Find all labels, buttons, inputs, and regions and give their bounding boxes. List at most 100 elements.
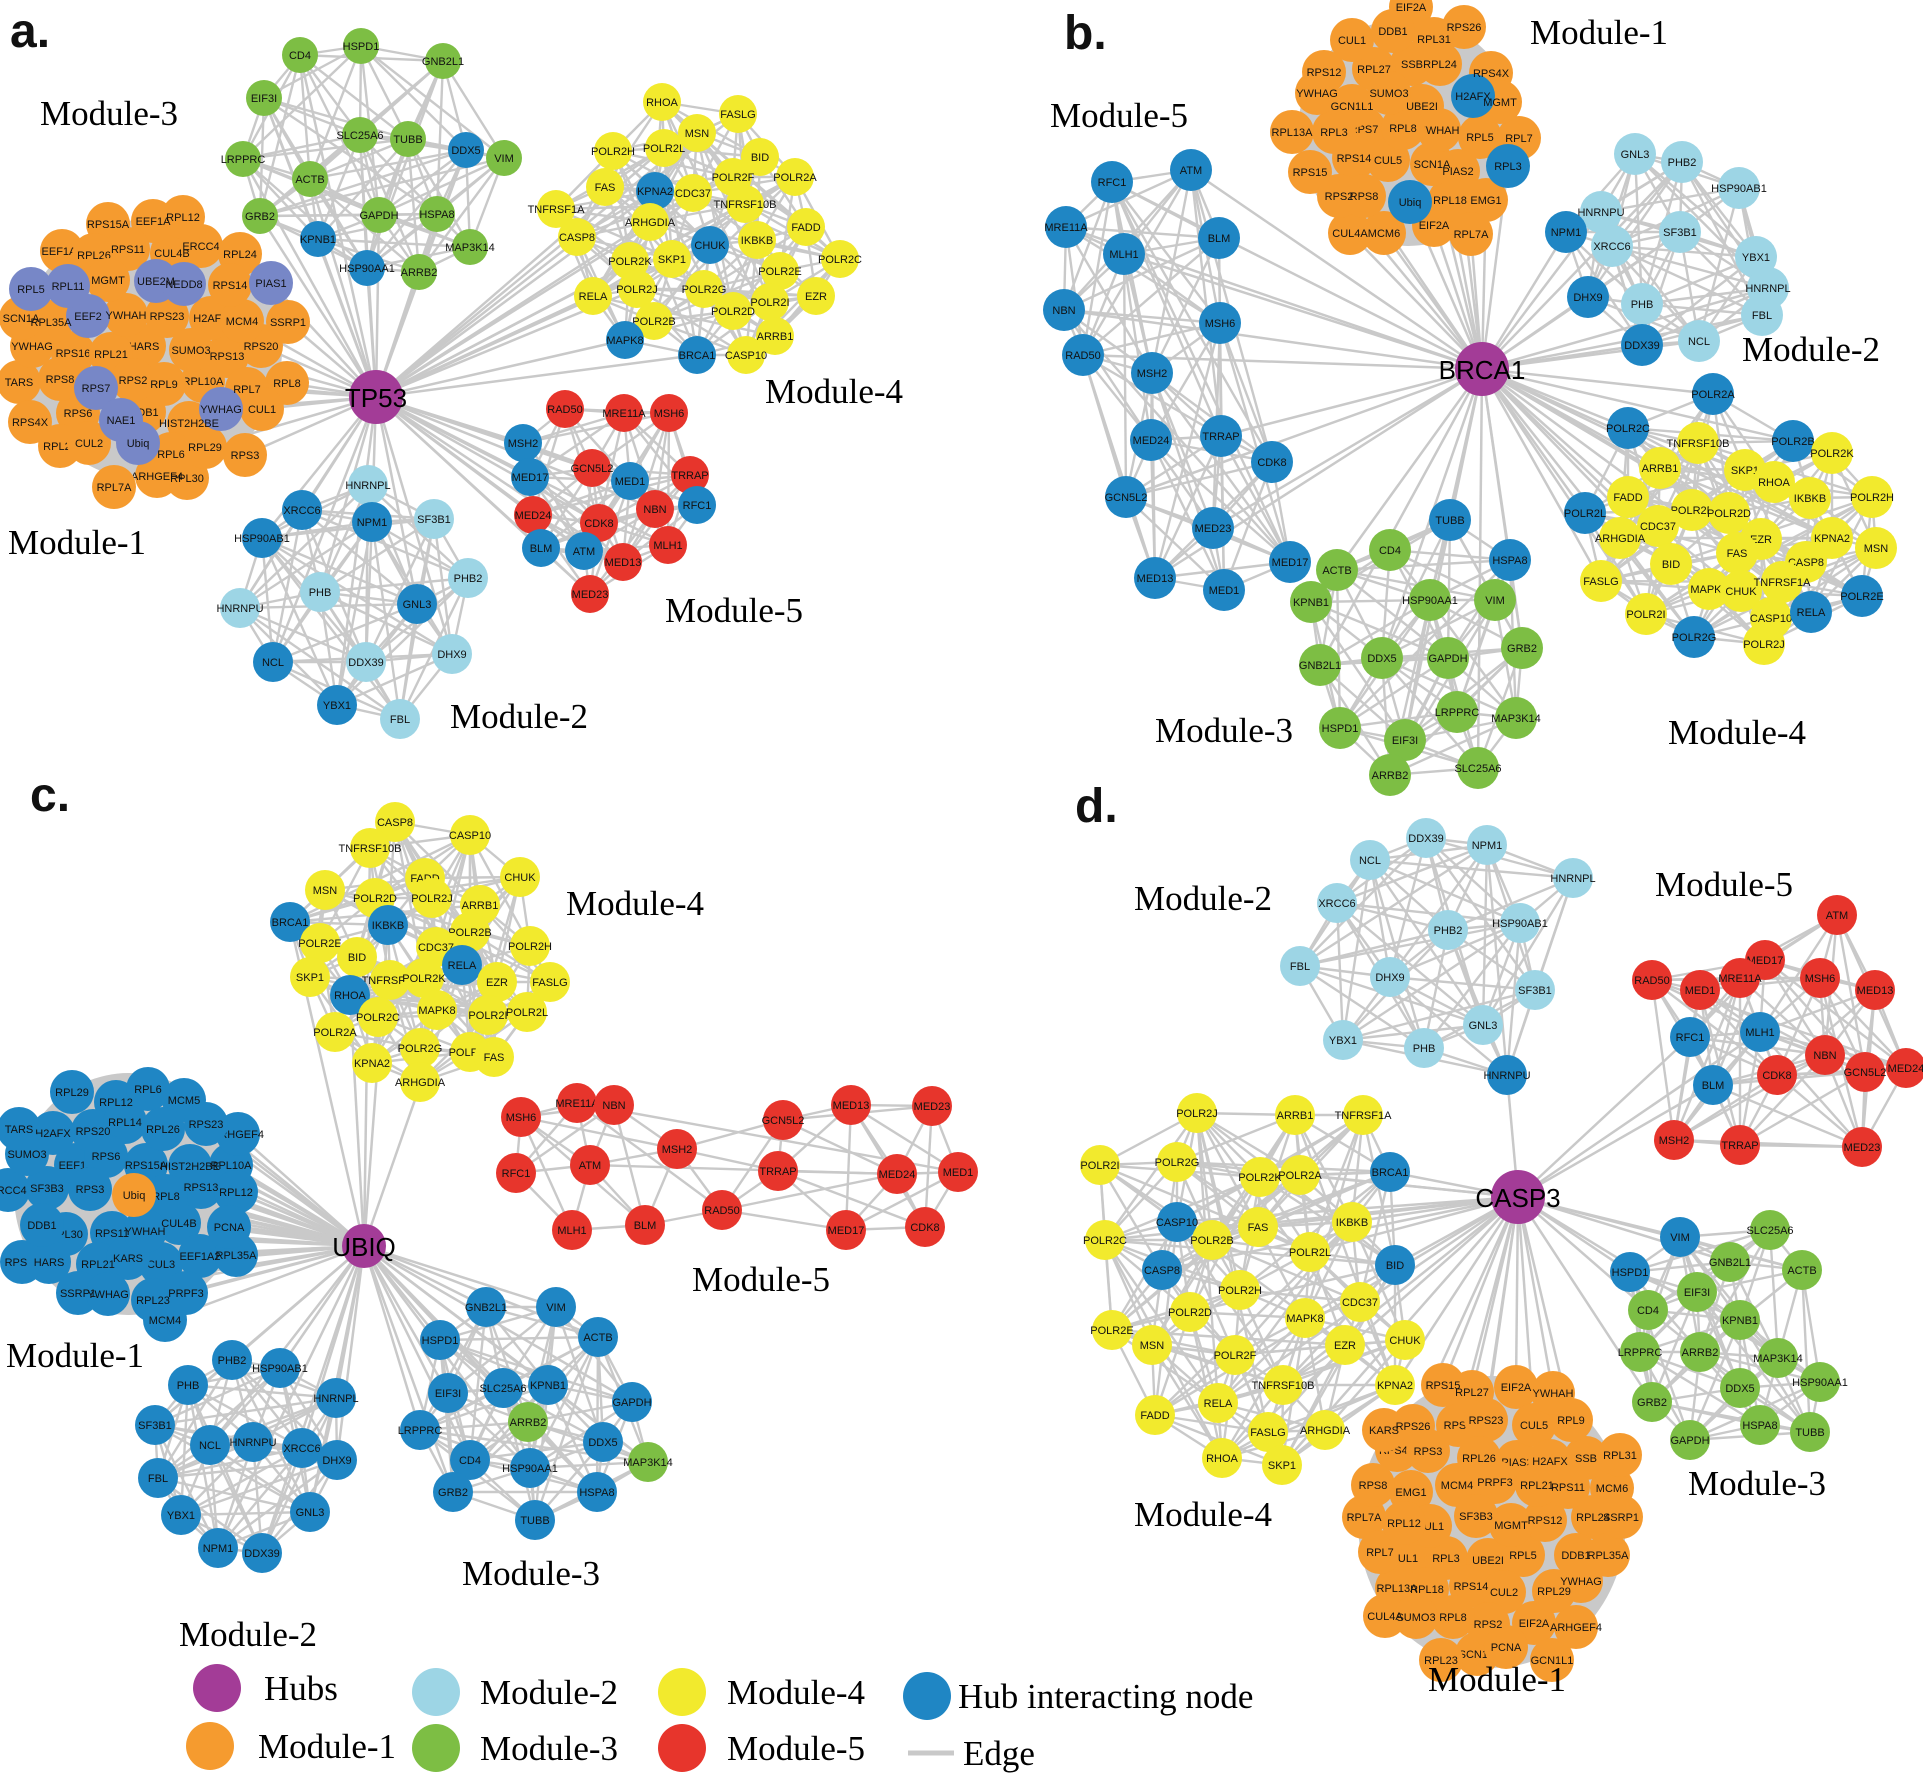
svg-text:YWHAG: YWHAG bbox=[1560, 1576, 1602, 1588]
svg-text:SLC25A6: SLC25A6 bbox=[1454, 763, 1501, 775]
svg-text:CASP8: CASP8 bbox=[559, 232, 595, 244]
svg-text:HNRNPL: HNRNPL bbox=[1745, 283, 1790, 295]
svg-text:RPL26: RPL26 bbox=[146, 1124, 180, 1136]
svg-text:CASP10: CASP10 bbox=[1750, 613, 1792, 625]
svg-text:POLR2B: POLR2B bbox=[1771, 436, 1814, 448]
svg-text:KPNA2: KPNA2 bbox=[1377, 1380, 1413, 1392]
svg-text:RPS11: RPS11 bbox=[95, 1228, 129, 1240]
svg-text:SCN1A: SCN1A bbox=[3, 313, 40, 325]
svg-text:POLR2H: POLR2H bbox=[1850, 492, 1894, 504]
svg-text:RPL3: RPL3 bbox=[1432, 1553, 1460, 1565]
svg-text:RPS6: RPS6 bbox=[64, 408, 93, 420]
svg-text:EIF3I: EIF3I bbox=[251, 93, 277, 105]
svg-text:CUL4B: CUL4B bbox=[154, 248, 189, 260]
svg-text:Hub interacting node: Hub interacting node bbox=[958, 1677, 1253, 1716]
svg-text:RPS23: RPS23 bbox=[1469, 1415, 1504, 1427]
svg-text:POLR2I: POLR2I bbox=[1626, 609, 1665, 621]
svg-text:HSPD1: HSPD1 bbox=[422, 1335, 459, 1347]
svg-text:CASP8: CASP8 bbox=[1144, 1265, 1180, 1277]
svg-text:MED23: MED23 bbox=[1195, 523, 1232, 535]
svg-text:UBE2M: UBE2M bbox=[137, 276, 175, 288]
svg-text:CDC37: CDC37 bbox=[1640, 521, 1676, 533]
svg-text:KPNB1: KPNB1 bbox=[1722, 1315, 1758, 1327]
svg-text:PHB: PHB bbox=[309, 587, 332, 599]
svg-text:RPL9: RPL9 bbox=[1557, 1415, 1585, 1427]
svg-text:TRRAP: TRRAP bbox=[1721, 1140, 1758, 1152]
svg-text:CDC37: CDC37 bbox=[418, 942, 454, 954]
svg-text:Module-3: Module-3 bbox=[1688, 1464, 1826, 1503]
svg-text:GAPDH: GAPDH bbox=[612, 1397, 651, 1409]
svg-text:PRPF3: PRPF3 bbox=[168, 1288, 203, 1300]
svg-text:RPL21: RPL21 bbox=[81, 1259, 115, 1271]
svg-text:CASP10: CASP10 bbox=[449, 830, 491, 842]
svg-text:RELA: RELA bbox=[579, 291, 608, 303]
svg-text:PIAS2: PIAS2 bbox=[1442, 166, 1473, 178]
svg-text:HSPD1: HSPD1 bbox=[343, 41, 380, 53]
svg-text:H2AFX: H2AFX bbox=[35, 1128, 71, 1140]
svg-text:Module-4: Module-4 bbox=[566, 884, 704, 923]
svg-text:CASP3: CASP3 bbox=[1475, 1183, 1560, 1213]
svg-text:KARS: KARS bbox=[113, 1253, 143, 1265]
svg-text:RPS13: RPS13 bbox=[210, 351, 245, 363]
svg-text:RFC1: RFC1 bbox=[502, 1168, 531, 1180]
svg-text:HSP90AB1: HSP90AB1 bbox=[1492, 918, 1548, 930]
svg-text:DDX5: DDX5 bbox=[1725, 1383, 1754, 1395]
svg-text:XRCC6: XRCC6 bbox=[283, 505, 320, 517]
svg-text:RPL29: RPL29 bbox=[1537, 1586, 1571, 1598]
svg-text:RPL6: RPL6 bbox=[134, 1084, 162, 1096]
svg-text:GNL3: GNL3 bbox=[1469, 1020, 1498, 1032]
svg-text:RPS13: RPS13 bbox=[184, 1182, 219, 1194]
svg-text:XRCC6: XRCC6 bbox=[283, 1443, 320, 1455]
svg-text:RPS8: RPS8 bbox=[46, 374, 75, 386]
svg-text:HSP90AA1: HSP90AA1 bbox=[1402, 595, 1458, 607]
svg-text:MED1: MED1 bbox=[1685, 985, 1716, 997]
svg-text:FAS: FAS bbox=[484, 1052, 505, 1064]
svg-text:ARHGEF4: ARHGEF4 bbox=[131, 471, 183, 483]
svg-text:ARRB2: ARRB2 bbox=[510, 1417, 547, 1429]
svg-text:MSN: MSN bbox=[685, 128, 710, 140]
svg-text:TNFRSF1A: TNFRSF1A bbox=[528, 204, 586, 216]
svg-text:FADD: FADD bbox=[1613, 492, 1642, 504]
svg-text:NPM1: NPM1 bbox=[1472, 840, 1503, 852]
svg-text:EEF2: EEF2 bbox=[74, 311, 102, 323]
svg-text:MCM5: MCM5 bbox=[168, 1095, 200, 1107]
svg-text:KPNA2: KPNA2 bbox=[1814, 533, 1850, 545]
svg-text:d.: d. bbox=[1075, 780, 1118, 833]
svg-text:FBL: FBL bbox=[390, 714, 410, 726]
svg-text:HARS: HARS bbox=[34, 1257, 65, 1269]
svg-text:HSP90AA1: HSP90AA1 bbox=[502, 1463, 558, 1475]
svg-text:POLR2F: POLR2F bbox=[1671, 505, 1714, 517]
svg-text:CD4: CD4 bbox=[459, 1455, 481, 1467]
svg-text:VIM: VIM bbox=[1485, 595, 1505, 607]
svg-text:ATM: ATM bbox=[579, 1160, 601, 1172]
svg-text:RPL12: RPL12 bbox=[219, 1187, 253, 1199]
svg-text:NBN: NBN bbox=[1813, 1050, 1836, 1062]
svg-text:MED13: MED13 bbox=[833, 1100, 870, 1112]
svg-text:SUMO3: SUMO3 bbox=[7, 1149, 46, 1161]
svg-text:RHOA: RHOA bbox=[1206, 1453, 1238, 1465]
svg-text:SKP1: SKP1 bbox=[1268, 1460, 1296, 1472]
svg-text:MAP3K14: MAP3K14 bbox=[445, 242, 495, 254]
svg-text:SF3B1: SF3B1 bbox=[1518, 985, 1552, 997]
svg-text:RPS8: RPS8 bbox=[1359, 1480, 1388, 1492]
svg-text:GCN1L1: GCN1L1 bbox=[1531, 1655, 1574, 1667]
svg-text:EZR: EZR bbox=[805, 291, 827, 303]
svg-text:SF3B1: SF3B1 bbox=[1663, 227, 1697, 239]
svg-text:ATM: ATM bbox=[573, 546, 595, 558]
svg-text:DDB1: DDB1 bbox=[27, 1220, 56, 1232]
svg-text:MSN: MSN bbox=[1864, 543, 1889, 555]
svg-text:RAD50: RAD50 bbox=[547, 404, 582, 416]
svg-text:CUL3: CUL3 bbox=[147, 1259, 175, 1271]
svg-text:POLR2F: POLR2F bbox=[1214, 1350, 1257, 1362]
svg-text:RPL13A: RPL13A bbox=[1272, 127, 1314, 139]
svg-text:YWHAH: YWHAH bbox=[1533, 1388, 1574, 1400]
svg-text:Module-5: Module-5 bbox=[1050, 96, 1188, 135]
svg-text:Module-3: Module-3 bbox=[1155, 711, 1293, 750]
svg-text:TRRAP: TRRAP bbox=[1202, 431, 1239, 443]
svg-text:RPS15A: RPS15A bbox=[125, 1160, 168, 1172]
svg-text:MED17: MED17 bbox=[1272, 557, 1309, 569]
svg-text:POLR2H: POLR2H bbox=[508, 941, 552, 953]
svg-text:DDB1: DDB1 bbox=[1561, 1550, 1590, 1562]
svg-text:POLR2C: POLR2C bbox=[1606, 423, 1650, 435]
svg-text:ARRB1: ARRB1 bbox=[757, 331, 794, 343]
